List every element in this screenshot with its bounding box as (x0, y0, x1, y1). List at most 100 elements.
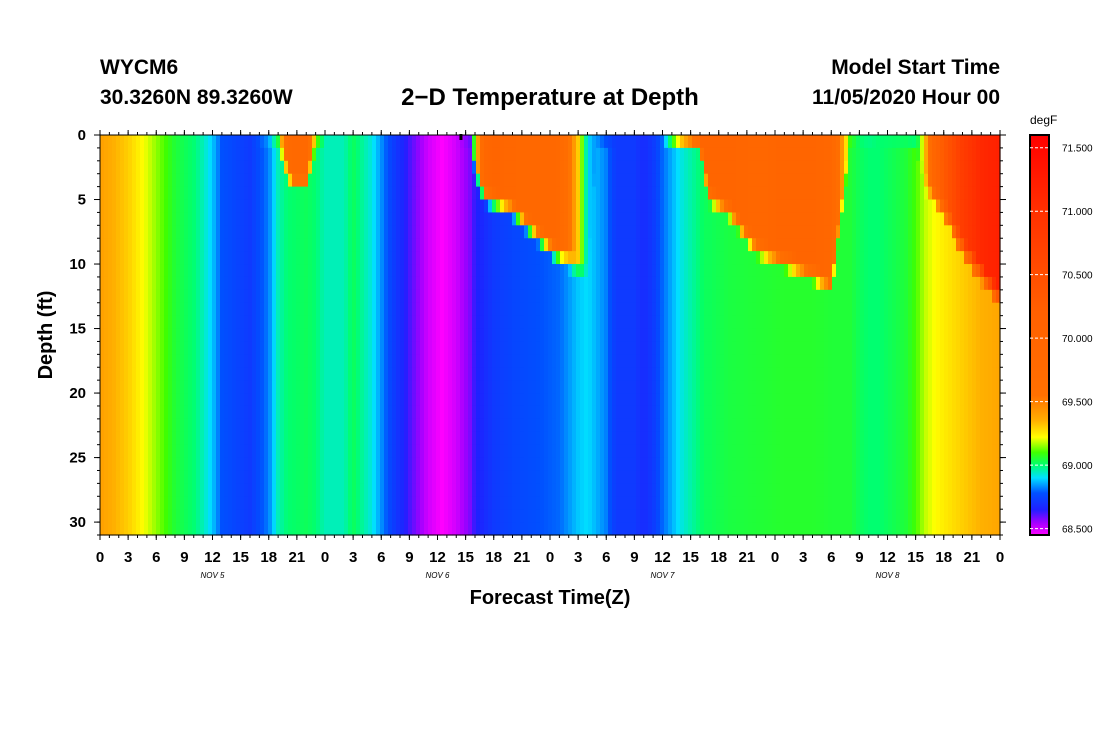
heatmap-cell (656, 173, 661, 188)
heatmap-cell (448, 367, 453, 381)
heatmap-cell (128, 457, 133, 472)
heatmap-cell (176, 238, 181, 252)
heatmap-cell (736, 431, 741, 446)
heatmap-cell (516, 302, 521, 317)
heatmap-cell (424, 483, 429, 497)
heatmap-cell (180, 354, 185, 368)
heatmap-cell (460, 302, 465, 317)
heatmap-cell (292, 212, 297, 226)
heatmap-cell (588, 354, 593, 368)
heatmap-cell (628, 225, 633, 239)
heatmap-cell (308, 289, 313, 304)
heatmap-cell (128, 354, 133, 368)
heatmap-cell (696, 405, 701, 420)
heatmap-cell (644, 431, 649, 446)
heatmap-cell (552, 328, 557, 343)
heatmap-cell (328, 225, 333, 239)
heatmap-cell (104, 341, 109, 355)
heatmap-cell (320, 251, 325, 265)
heatmap-cell (112, 457, 117, 472)
heatmap-cell (128, 173, 133, 188)
heatmap-cell (392, 457, 397, 472)
heatmap-cell (128, 251, 133, 265)
heatmap-cell (192, 405, 197, 420)
heatmap-cell (608, 367, 613, 381)
heatmap-cell (540, 186, 545, 201)
heatmap-cell (480, 380, 485, 394)
heatmap-cell (304, 199, 309, 214)
heatmap-cell (372, 289, 377, 304)
heatmap-cell (120, 354, 125, 368)
heatmap-cell (116, 276, 121, 291)
heatmap-cell (248, 302, 253, 317)
heatmap-cell (284, 212, 289, 226)
heatmap-cell (464, 483, 469, 497)
heatmap-cell (468, 444, 473, 459)
heatmap-cell (220, 483, 225, 497)
heatmap-cell (668, 212, 673, 226)
heatmap-cell (512, 483, 517, 497)
heatmap-cell (144, 522, 149, 536)
heatmap-cell (660, 302, 665, 317)
heatmap-cell (244, 251, 249, 265)
heatmap-cell (260, 341, 265, 355)
heatmap-cell (136, 212, 141, 226)
heatmap-cell (476, 186, 481, 201)
heatmap-cell (424, 341, 429, 355)
heatmap-cell (276, 238, 281, 252)
heatmap-cell (140, 509, 145, 523)
heatmap-cell (164, 509, 169, 523)
heatmap-cell (480, 160, 485, 175)
heatmap-cell (652, 418, 657, 433)
heatmap-cell (556, 418, 561, 433)
heatmap-cell (644, 405, 649, 420)
heatmap-cell (440, 522, 445, 536)
heatmap-cell (284, 264, 289, 278)
heatmap-cell (564, 483, 569, 497)
heatmap-cell (600, 496, 605, 510)
heatmap-cell (432, 367, 437, 381)
heatmap-cell (484, 354, 489, 368)
heatmap-cell (120, 457, 125, 472)
heatmap-cell (292, 289, 297, 304)
heatmap-cell (192, 457, 197, 472)
heatmap-cell (448, 328, 453, 343)
heatmap-cell (352, 186, 357, 201)
heatmap-cell (488, 418, 493, 433)
heatmap-cell (648, 238, 653, 252)
heatmap-cell (728, 147, 733, 162)
heatmap-cell (572, 354, 577, 368)
heatmap-cell (596, 238, 601, 252)
heatmap-cell (680, 457, 685, 472)
heatmap-cell (604, 328, 609, 343)
heatmap-cell (472, 341, 477, 355)
heatmap-cell (476, 173, 481, 188)
heatmap-cell (224, 289, 229, 304)
heatmap-cell (476, 199, 481, 214)
heatmap-cell (556, 483, 561, 497)
heatmap-cell (296, 470, 301, 484)
heatmap-cell (548, 483, 553, 497)
heatmap-cell (612, 251, 617, 265)
heatmap-cell (492, 238, 497, 252)
heatmap-cell (408, 289, 413, 304)
heatmap-cell (608, 173, 613, 188)
heatmap-cell (360, 418, 365, 433)
heatmap-cell (420, 289, 425, 304)
heatmap-cell (176, 341, 181, 355)
heatmap-cell (272, 367, 277, 381)
heatmap-cell (688, 483, 693, 497)
heatmap-cell (596, 199, 601, 214)
heatmap-cell (536, 341, 541, 355)
heatmap-cell (268, 496, 273, 510)
heatmap-cell (640, 315, 645, 330)
heatmap-cell (488, 186, 493, 201)
heatmap-cell (188, 457, 193, 472)
heatmap-cell (684, 354, 689, 368)
heatmap-cell (184, 431, 189, 446)
heatmap-cell (448, 354, 453, 368)
heatmap-cell (404, 522, 409, 536)
heatmap-cell (288, 341, 293, 355)
heatmap-cell (396, 135, 401, 149)
heatmap-cell (132, 173, 137, 188)
